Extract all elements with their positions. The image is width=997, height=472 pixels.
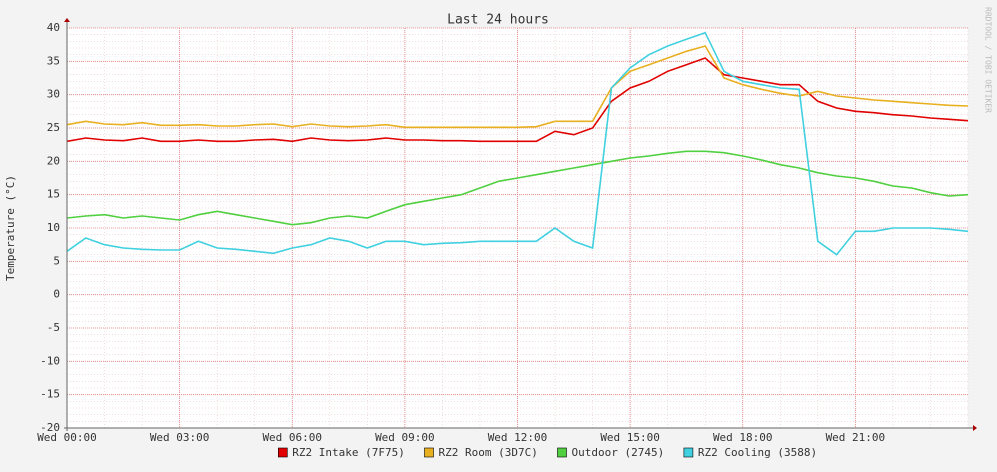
x-tick-label: Wed 03:00	[150, 431, 210, 444]
y-tick-label: -15	[40, 388, 60, 401]
y-tick-label: 20	[47, 154, 60, 167]
y-tick-label: 25	[47, 121, 60, 134]
arrow	[64, 18, 70, 22]
y-tick-label: 40	[47, 21, 60, 34]
y-tick-label: -10	[40, 354, 60, 367]
y-tick-label: -5	[47, 321, 60, 334]
legend-label: RZ2 Intake (7F75)	[292, 446, 405, 459]
x-tick-label: Wed 15:00	[600, 431, 660, 444]
legend-swatch	[277, 447, 288, 458]
grid	[66, 27, 969, 429]
x-tick-label: Wed 00:00	[37, 431, 97, 444]
y-tick-label: 5	[53, 254, 60, 267]
legend-swatch	[557, 447, 567, 458]
y-axis-label: Temperature (°C)	[4, 175, 17, 281]
legend-swatch	[424, 447, 434, 458]
series-line	[66, 57, 969, 143]
legend-label: Outdoor (2745)	[572, 446, 665, 459]
y-tick-label: 10	[47, 221, 60, 234]
x-tick-label: Wed 18:00	[713, 431, 773, 444]
lines	[66, 31, 969, 256]
x-tick-label: Wed 09:00	[375, 431, 435, 444]
x-tick-label: Wed 12:00	[488, 431, 548, 444]
legend-swatch	[683, 447, 694, 458]
x-tick-label: Wed 06:00	[262, 431, 322, 444]
series-line	[66, 150, 969, 226]
y-tick-label: 0	[53, 288, 60, 301]
series-line	[66, 31, 969, 256]
legend: RZ2 Intake (7F75) RZ2 Room (3D7C) Outdoor …	[277, 446, 817, 459]
legend-label: RZ2 Cooling (3588)	[698, 446, 817, 459]
y-tick-label: 30	[47, 88, 60, 101]
axes: -20 -15 -10 -5 0 5 10 15 20 25 30 35 40 Wed 00:00 Wed …	[37, 18, 977, 444]
series-line	[66, 45, 969, 129]
chart-title: Last 24 hours	[447, 13, 549, 28]
arrow	[973, 425, 977, 431]
watermark: RRDTOOL / TOBI OETIKER	[984, 7, 993, 113]
x-tick-label: Wed 21:00	[826, 431, 886, 444]
legend-label: RZ2 Room (3D7C)	[439, 446, 538, 459]
y-tick-label: -20	[40, 421, 60, 434]
y-tick-label: 35	[47, 54, 60, 67]
y-tick-label: 15	[47, 188, 60, 201]
